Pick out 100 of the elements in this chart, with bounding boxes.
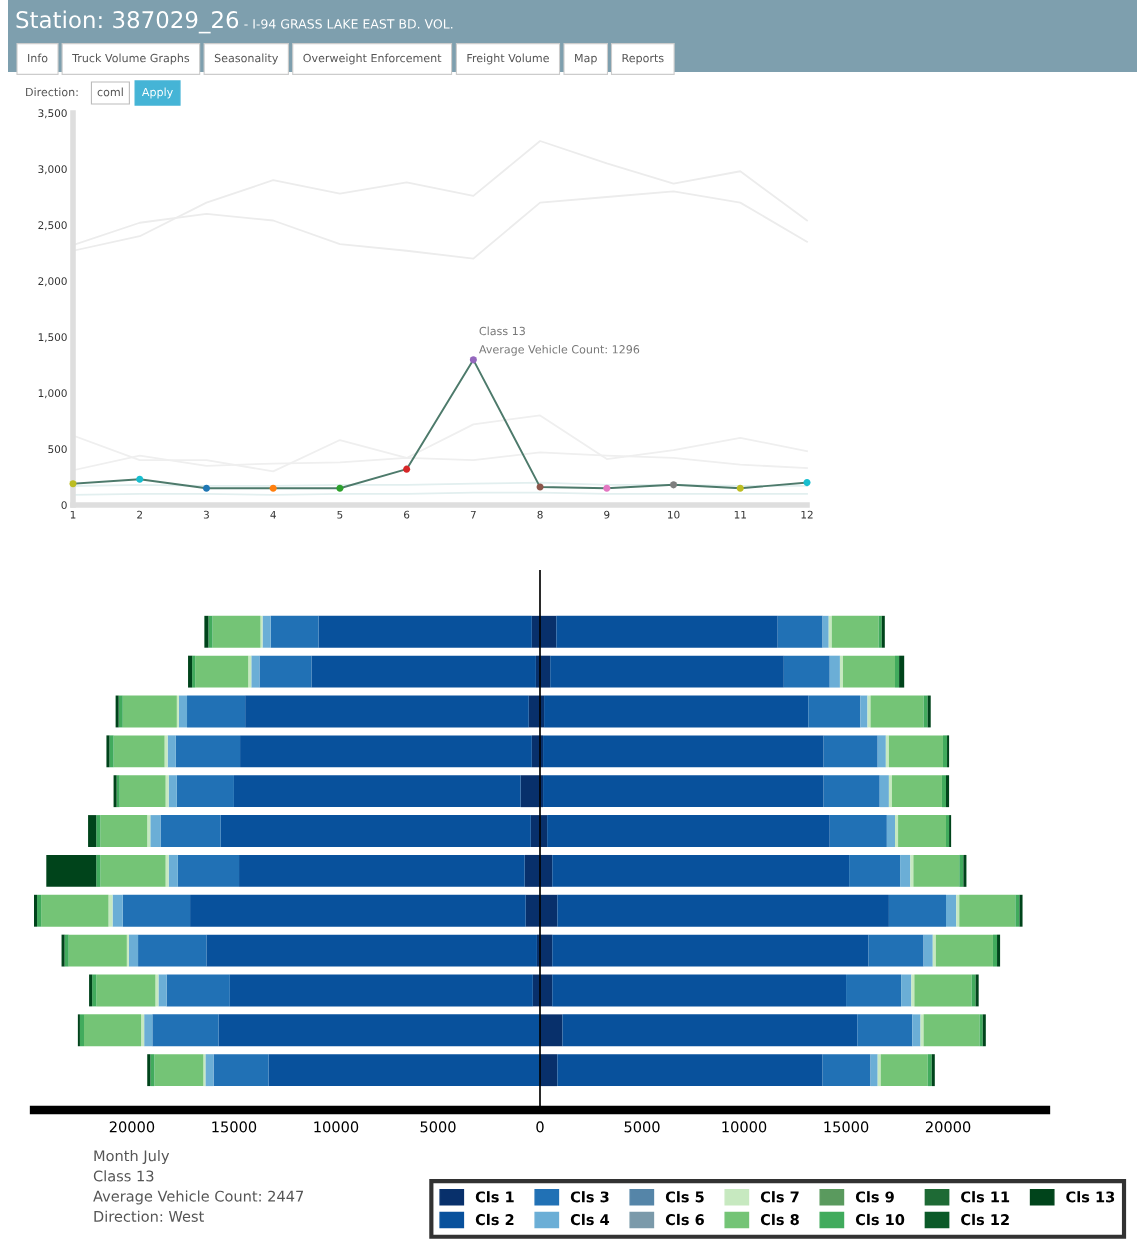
bar [913, 854, 960, 887]
bar [122, 695, 177, 728]
text: Freight Volume [467, 53, 549, 65]
bar [112, 894, 123, 927]
legend-label: Cls 3 [570, 1191, 609, 1203]
bar [931, 1054, 935, 1087]
bar [311, 655, 536, 688]
bar [64, 934, 69, 967]
bar [888, 735, 943, 768]
bar [150, 1054, 155, 1087]
bar [868, 934, 924, 967]
bar [822, 615, 829, 648]
bar [525, 894, 540, 927]
x-tick-label: 12 [801, 510, 813, 519]
bar [946, 775, 950, 808]
bar [829, 815, 887, 847]
bar [842, 655, 896, 688]
legend-label: Cls 9 [855, 1191, 894, 1203]
bar [96, 815, 101, 847]
bar [912, 1014, 921, 1047]
point [69, 480, 77, 488]
bar [895, 655, 900, 688]
x-tick-label: 10 [668, 510, 680, 519]
bar [860, 695, 868, 728]
bar [213, 1054, 269, 1087]
legend-label: Cls 11 [961, 1191, 1010, 1203]
bar [880, 1054, 928, 1087]
bar [941, 775, 947, 808]
bar [777, 615, 823, 648]
bar [923, 934, 933, 967]
bar [550, 655, 784, 688]
bar [839, 655, 843, 688]
x-tick-label: 11 [734, 510, 746, 519]
bar [540, 854, 553, 887]
bar [927, 695, 931, 728]
bar [877, 1054, 881, 1087]
bar [141, 1014, 145, 1047]
x-tick-label: 1 [70, 510, 76, 519]
bar [128, 934, 139, 967]
y-tick-label: 0 [61, 501, 67, 510]
bar [176, 775, 234, 808]
bar [557, 1054, 823, 1087]
bar [552, 974, 847, 1007]
y-tick-label: 3,500 [38, 109, 67, 119]
x-tick-label: 3 [203, 510, 209, 519]
bar [888, 775, 892, 808]
bar [203, 1054, 206, 1087]
bar [240, 735, 532, 768]
y-tick-label: 500 [48, 445, 67, 454]
bar [178, 695, 188, 728]
bar [963, 854, 967, 887]
bar [168, 775, 177, 808]
bar [218, 1014, 540, 1047]
bar [248, 655, 252, 688]
bar [829, 655, 840, 688]
bar [195, 655, 249, 688]
bar [165, 775, 169, 808]
bar [109, 735, 114, 768]
bar [152, 1014, 219, 1047]
bar [923, 1014, 980, 1047]
text: Map [575, 53, 597, 65]
bar [34, 894, 38, 927]
bar [891, 775, 942, 808]
bar [259, 655, 312, 688]
legend-label: Cls 1 [475, 1191, 514, 1203]
bar [959, 894, 1016, 927]
point [403, 465, 411, 473]
point [202, 484, 210, 492]
bar [92, 974, 97, 1007]
bar [138, 934, 207, 967]
bar [150, 815, 161, 847]
bar [167, 735, 176, 768]
bar [208, 615, 213, 648]
bar [888, 894, 947, 927]
legend-label: Cls 12 [961, 1213, 1009, 1226]
bar [192, 655, 196, 688]
bar [118, 695, 123, 728]
bar [41, 894, 109, 927]
bar [166, 974, 230, 1007]
legend-label: Cls 2 [475, 1213, 514, 1226]
bar [895, 815, 899, 847]
bar [975, 974, 979, 1007]
bar [83, 1014, 142, 1047]
legend-label: Cls 8 [760, 1213, 799, 1226]
bar [164, 735, 168, 768]
text: Truck Volume Graphs [72, 53, 190, 65]
bar [901, 974, 912, 1007]
text: coml [97, 87, 123, 97]
point [269, 484, 277, 492]
text: Overweight Enforcement [303, 53, 442, 65]
bar [270, 615, 319, 648]
legend-label: Cls 10 [855, 1213, 905, 1226]
bar [879, 775, 889, 808]
text: Month July Class 13 Average Vehicle Count: 2447 Direction: West [93, 1150, 304, 1222]
bar [831, 615, 879, 648]
bar [177, 854, 240, 887]
bar [556, 615, 778, 648]
bar [540, 615, 557, 648]
x-tick-label: 2 [137, 510, 142, 519]
x-tick-label: 0 [536, 1121, 544, 1133]
